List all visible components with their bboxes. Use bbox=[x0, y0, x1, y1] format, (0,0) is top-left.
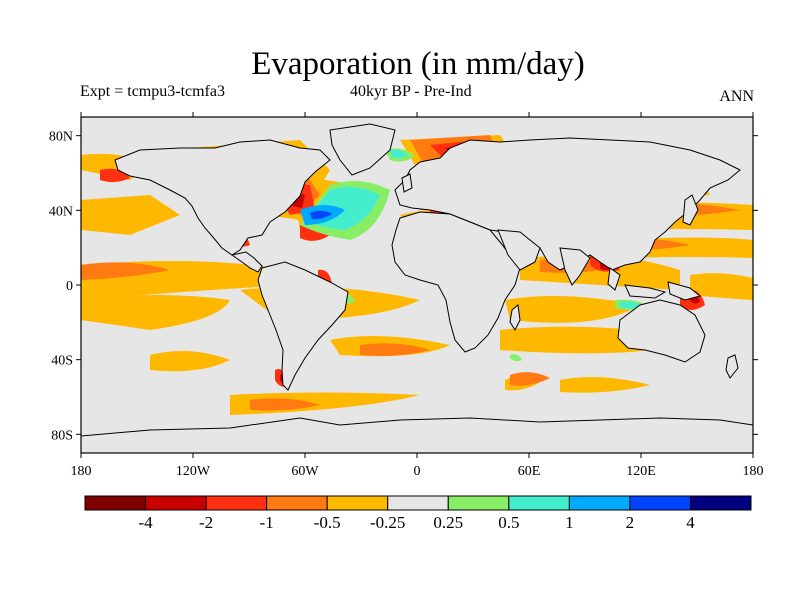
coastlines bbox=[81, 123, 753, 453]
experiment-label: Expt = tcmpu3-tcmfa3 bbox=[80, 83, 225, 100]
colorbar-swatch bbox=[689, 495, 752, 511]
colorbar-label: 0.25 bbox=[433, 513, 463, 532]
lat-tick-label: 80S bbox=[51, 428, 73, 443]
colorbar-swatch bbox=[84, 495, 147, 511]
colorbar-label: -0.25 bbox=[370, 513, 405, 532]
lon-tick-label: 180 bbox=[743, 464, 764, 479]
colorbar-swatch bbox=[266, 495, 328, 511]
lon-tick-label: 60W bbox=[291, 464, 319, 479]
colorbar-swatch bbox=[629, 495, 691, 511]
colorbar-label: -4 bbox=[138, 513, 153, 532]
colorbar-label: -2 bbox=[199, 513, 213, 532]
colorbar-swatch bbox=[387, 495, 449, 511]
colorbar-label: 2 bbox=[626, 513, 635, 532]
lat-tick-label: 40N bbox=[49, 204, 73, 219]
map-title: Evaporation (in mm/day) bbox=[251, 46, 585, 82]
period-label: 40kyr BP - Pre-Ind bbox=[350, 83, 472, 100]
lon-tick-label: 60E bbox=[518, 464, 541, 479]
lat-tick-label: 0 bbox=[66, 279, 73, 294]
lon-tick-label: 120W bbox=[176, 464, 211, 479]
lat-tick-label: 40S bbox=[51, 354, 73, 369]
longitude-axis: 180 120W 60W 0 60E 120E 180 bbox=[71, 112, 764, 479]
lon-tick-label: 120E bbox=[626, 464, 656, 479]
lon-tick-label: 0 bbox=[414, 464, 421, 479]
colorbar-label: 4 bbox=[686, 513, 695, 532]
colorbar-label: -1 bbox=[260, 513, 274, 532]
colorbar-swatch bbox=[447, 495, 510, 511]
colorbar-swatch bbox=[508, 495, 570, 511]
colorbar-label: -0.5 bbox=[314, 513, 341, 532]
colorbar-swatch bbox=[568, 495, 631, 511]
colorbar-label: 1 bbox=[565, 513, 574, 532]
latitude-axis: 80N 40N 0 40S 80S bbox=[49, 130, 758, 443]
season-label: ANN bbox=[719, 88, 754, 105]
lat-tick-label: 80N bbox=[49, 130, 73, 145]
colorbar: -4 -2 -1 -0.5 -0.25 0.25 0.5 1 2 4 bbox=[84, 495, 752, 532]
colorbar-swatch bbox=[205, 495, 268, 511]
colorbar-swatch bbox=[145, 495, 207, 511]
colorbar-label: 0.5 bbox=[498, 513, 519, 532]
lon-tick-label: 180 bbox=[71, 464, 92, 479]
colorbar-swatch bbox=[326, 495, 389, 511]
